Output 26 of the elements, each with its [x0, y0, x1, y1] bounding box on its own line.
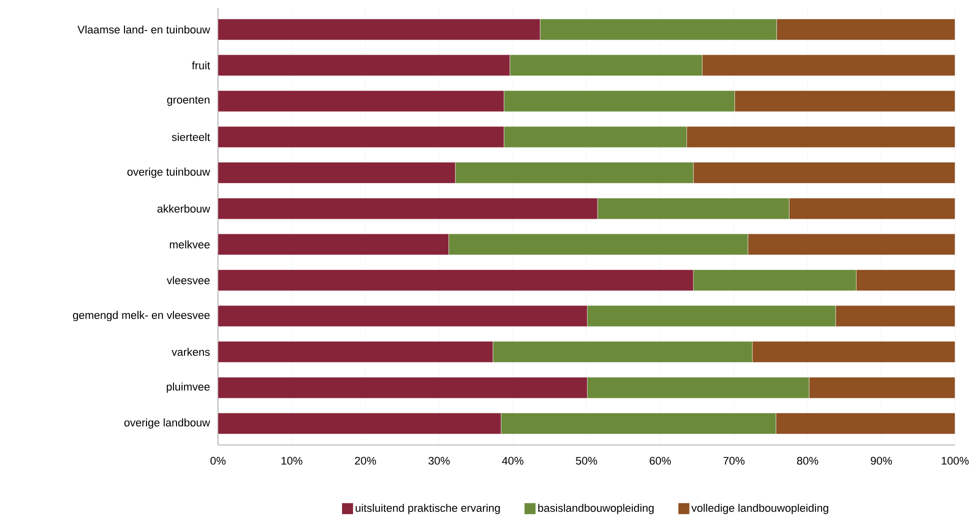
x-tick-label: 90%: [870, 456, 892, 465]
x-tick-label: 20%: [354, 456, 376, 465]
x-tick-label: 40%: [502, 456, 524, 465]
x-tick-label: 30%: [428, 456, 450, 465]
x-tick-label: 50%: [576, 456, 598, 465]
y-tick-label: melkvee: [170, 240, 210, 248]
y-tick-label: gemengd melk- en vleesvee: [73, 310, 210, 322]
x-tick-label: 100%: [942, 456, 969, 465]
x-tick-label: 80%: [797, 456, 818, 465]
y-tick-label: fruit: [192, 61, 210, 70]
x-tick-label: 0%: [210, 456, 226, 465]
y-tick-label: groenten: [167, 96, 210, 106]
y-tick-label: pluimvee: [166, 382, 210, 393]
x-tick-label: 70%: [723, 456, 745, 465]
x-tick-label: 10%: [282, 456, 302, 465]
legend-label: basislandbouwopleiding: [538, 504, 654, 514]
y-tick-label: varkens: [172, 348, 210, 356]
y-tick-label: Vlaamse land- en tuinbouw: [77, 25, 210, 34]
x-tick-label: 60%: [650, 456, 671, 465]
y-tick-label: overige landbouw: [124, 418, 210, 429]
y-tick-label: vleesvee: [166, 276, 210, 284]
y-tick-label: akkerbouw: [157, 204, 210, 213]
legend-label: uitsluitend praktische ervaring: [356, 504, 500, 514]
legend-label: volledige landbouwopleiding: [691, 504, 828, 514]
y-tick-label: overige tuinbouw: [127, 168, 210, 178]
y-tick-label: sierteelt: [172, 132, 210, 141]
